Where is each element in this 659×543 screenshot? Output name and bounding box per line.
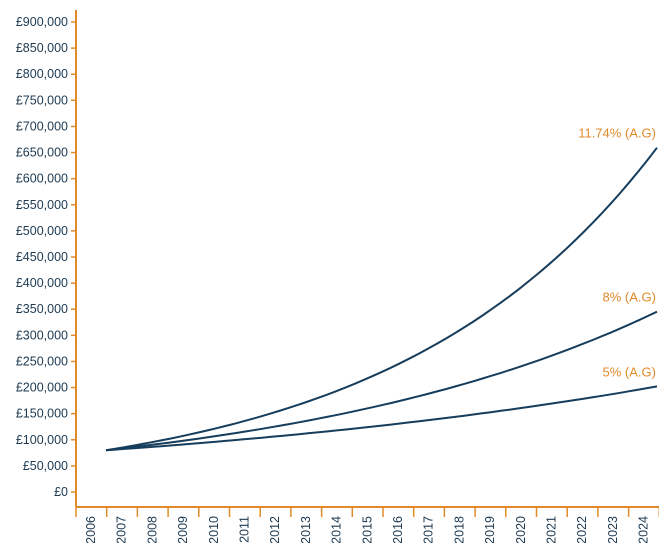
y-tick-label: £600,000 xyxy=(16,172,68,186)
x-tick-label: 2022 xyxy=(575,516,589,543)
series-label-1: 8% (A.G) xyxy=(603,290,656,305)
series-labels: 11.74% (A.G) 8% (A.G) 5% (A.G) xyxy=(578,126,656,380)
series-line-2 xyxy=(105,385,658,452)
x-tick-label: 2011 xyxy=(238,516,252,543)
x-axis-ticks: 2006 2007 2008 2009 2010 2011 2012 2013 2014 2015… xyxy=(75,507,659,543)
x-tick-label: 2015 xyxy=(360,516,374,543)
series-line-1 xyxy=(105,310,658,452)
x-tick-label: 2018 xyxy=(452,516,466,543)
x-tick-label: 2019 xyxy=(483,516,497,543)
x-tick-label: 2020 xyxy=(514,516,528,543)
y-tick-label: £550,000 xyxy=(16,198,68,212)
x-tick-label: 2021 xyxy=(545,516,559,543)
y-tick-label: £800,000 xyxy=(16,67,68,81)
y-tick-label: £0 xyxy=(54,485,68,499)
y-tick-label: £850,000 xyxy=(16,41,68,55)
x-tick-label: 2017 xyxy=(422,516,436,543)
x-tick-label: 2013 xyxy=(299,516,313,543)
y-tick-label: £400,000 xyxy=(16,276,68,290)
y-tick-label: £450,000 xyxy=(16,250,68,264)
x-tick-label: 2009 xyxy=(176,516,190,543)
y-tick-label: £200,000 xyxy=(16,381,68,395)
y-tick-label: £700,000 xyxy=(16,119,68,133)
series-label-2: 5% (A.G) xyxy=(603,364,656,379)
series-label-0: 11.74% (A.G) xyxy=(578,126,656,141)
x-tick-label: 2006 xyxy=(84,516,98,543)
x-tick-label: 2008 xyxy=(145,516,159,543)
y-tick-label: £100,000 xyxy=(16,433,68,447)
x-tick-label: 2007 xyxy=(115,516,129,543)
y-tick-label: £300,000 xyxy=(16,328,68,342)
y-tick-label: £900,000 xyxy=(16,15,68,29)
y-tick-label: £50,000 xyxy=(23,459,68,473)
series-line-0 xyxy=(105,147,658,452)
y-tick-label: £150,000 xyxy=(16,407,68,421)
x-tick-label: 2010 xyxy=(207,516,221,543)
y-tick-label: £350,000 xyxy=(16,302,68,316)
y-tick-label: £750,000 xyxy=(16,93,68,107)
series-lines xyxy=(105,147,658,452)
x-tick-label: 2012 xyxy=(268,516,282,543)
x-tick-label: 2014 xyxy=(330,516,344,543)
x-tick-label: 2024 xyxy=(637,516,651,543)
x-tick-label: 2016 xyxy=(391,516,405,543)
x-tick-label: 2023 xyxy=(606,516,620,543)
y-tick-label: £650,000 xyxy=(16,146,68,160)
y-tick-label: £250,000 xyxy=(16,354,68,368)
y-tick-label: £500,000 xyxy=(16,224,68,238)
y-axis-ticks: £0 £50,000 £100,000 £150,000 £200,000 £250,00… xyxy=(16,15,76,499)
